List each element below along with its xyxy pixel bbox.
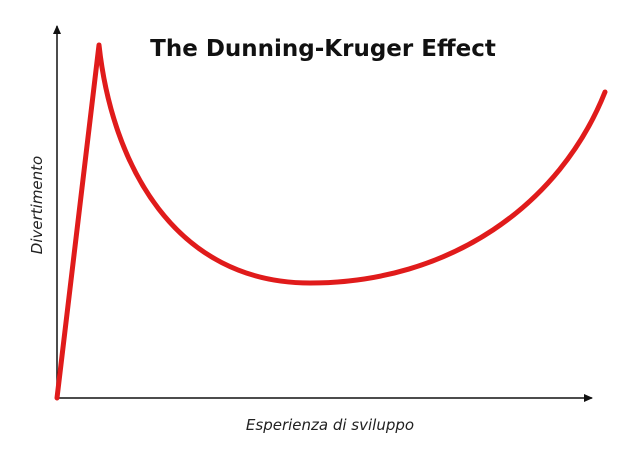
x-axis-label: Esperienza di sviluppo — [246, 416, 414, 434]
title: The Dunning-Kruger Effect — [150, 36, 496, 62]
y-axis-label: Divertimento — [28, 156, 46, 254]
curve — [54, 42, 608, 401]
